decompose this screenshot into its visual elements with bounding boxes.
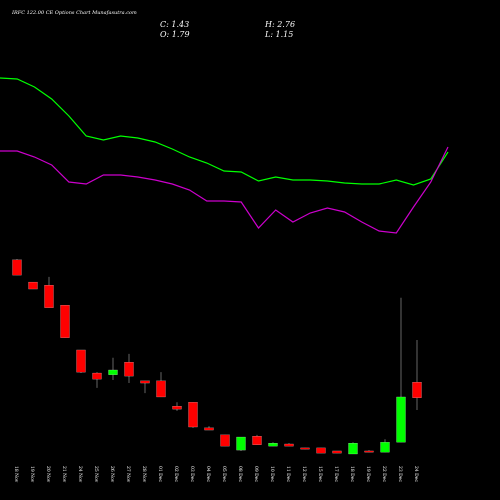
high-label: H: 2.76 [264, 20, 295, 29]
x-tick-label: 03 Dec [189, 466, 195, 482]
candle-body [380, 442, 390, 453]
x-tick-label: 21 Nov [61, 466, 67, 483]
candle-body [348, 443, 358, 455]
indicator-line [0, 77, 449, 186]
candle-body [412, 382, 422, 398]
x-tick-label: 24 Dec [413, 466, 419, 482]
x-tick-label: 18 Dec [349, 466, 355, 482]
x-tick-label: 18 Nov [13, 466, 19, 483]
x-tick-label: 12 Dec [301, 466, 307, 482]
candle-body [364, 450, 374, 453]
x-tick-label: 20 Nov [45, 466, 51, 483]
indicator-line [0, 146, 449, 234]
candle-body [252, 436, 262, 445]
open-label: O: 1.79 [160, 30, 190, 39]
candle-body [268, 443, 278, 447]
x-tick-label: 25 Nov [93, 466, 99, 483]
candle-body [316, 447, 326, 454]
x-tick-label: 23 Dec [397, 466, 403, 482]
x-tick-label: 01 Dec [157, 466, 163, 482]
candle-body [12, 259, 22, 276]
candle-body [188, 402, 198, 428]
candle-body [140, 380, 150, 384]
x-tick-label: 22 Dec [381, 466, 387, 482]
candle-body [92, 372, 102, 380]
candle-body [284, 443, 294, 447]
candle-body [300, 447, 310, 450]
candle-body [44, 285, 54, 308]
x-tick-label: 17 Dec [333, 466, 339, 482]
candle-body [236, 436, 246, 451]
x-tick-label: 02 Dec [173, 466, 179, 482]
x-tick-label: 28 Nov [141, 466, 147, 483]
chart-title: IRFC 122.00 CE Options Chart Munafasutra… [11, 10, 137, 16]
x-tick-label: 24 Nov [77, 466, 83, 483]
candle-body [156, 380, 166, 398]
x-tick-label: 04 Dec [205, 466, 211, 482]
x-tick-label: 05 Dec [221, 466, 227, 482]
low-label: L: 1.15 [264, 30, 293, 39]
candle-body [28, 281, 38, 290]
x-tick-label: 27 Nov [125, 466, 131, 483]
candle-body [124, 362, 134, 377]
x-tick-label: 08 Dec [237, 466, 243, 482]
candle-body [204, 427, 214, 431]
x-tick-label: 11 Dec [285, 466, 291, 482]
candle-body [220, 434, 230, 447]
candle-body [76, 349, 86, 373]
x-tick-label: 15 Dec [317, 466, 323, 482]
x-tick-label: 10 Dec [269, 466, 275, 482]
close-label: C: 1.43 [160, 20, 189, 29]
x-tick-label: 19 Nov [29, 466, 35, 483]
candle-body [332, 450, 342, 454]
candle-body [396, 396, 406, 443]
x-tick-label: 09 Dec [253, 466, 259, 482]
candle-body [172, 406, 182, 410]
candle-body [108, 369, 118, 375]
x-tick-label: 19 Dec [365, 466, 371, 482]
candle-body [60, 305, 70, 338]
x-tick-label: 26 Nov [109, 466, 115, 483]
